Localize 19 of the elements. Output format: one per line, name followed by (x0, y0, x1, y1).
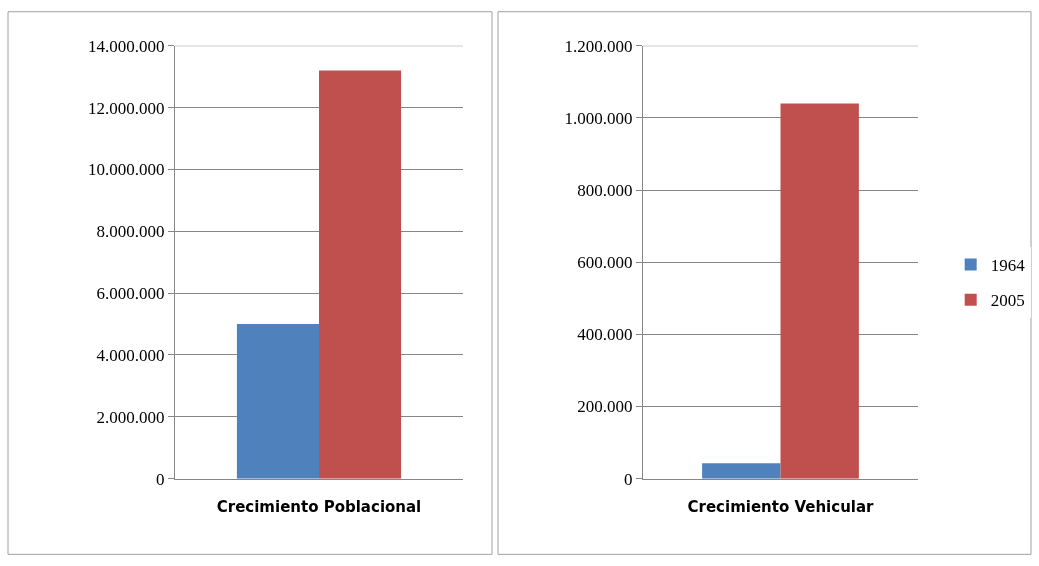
y-tick-label: 8.000.000 (96, 222, 165, 242)
y-tick-label: 0 (156, 469, 165, 489)
y-tick-label: 6.000.000 (96, 284, 165, 304)
y-tick-label: 600.000 (577, 253, 633, 273)
y-tick-label: 200.000 (577, 397, 633, 417)
y-tick-label: 4.000.000 (96, 345, 165, 365)
y-tick-label: 10.000.000 (88, 160, 165, 180)
x-tick-label: Crecimiento Vehicular (687, 497, 875, 516)
y-tick-label: 400.000 (577, 325, 633, 345)
y-tick-label: 1.000.000 (564, 108, 633, 128)
y-tick-label: 12.000.000 (88, 98, 165, 118)
y-tick-label: 1.200.000 (564, 36, 633, 56)
legend-label: 1964 (990, 256, 1026, 276)
y-tick-label: 14.000.000 (88, 36, 165, 56)
y-tick-label: 2.000.000 (96, 407, 165, 427)
y-tick-label: 800.000 (577, 180, 633, 200)
legend-label: 2005 (990, 291, 1025, 311)
x-tick-label: Crecimiento Poblacional (216, 497, 422, 516)
y-tick-label: 0 (624, 469, 633, 489)
